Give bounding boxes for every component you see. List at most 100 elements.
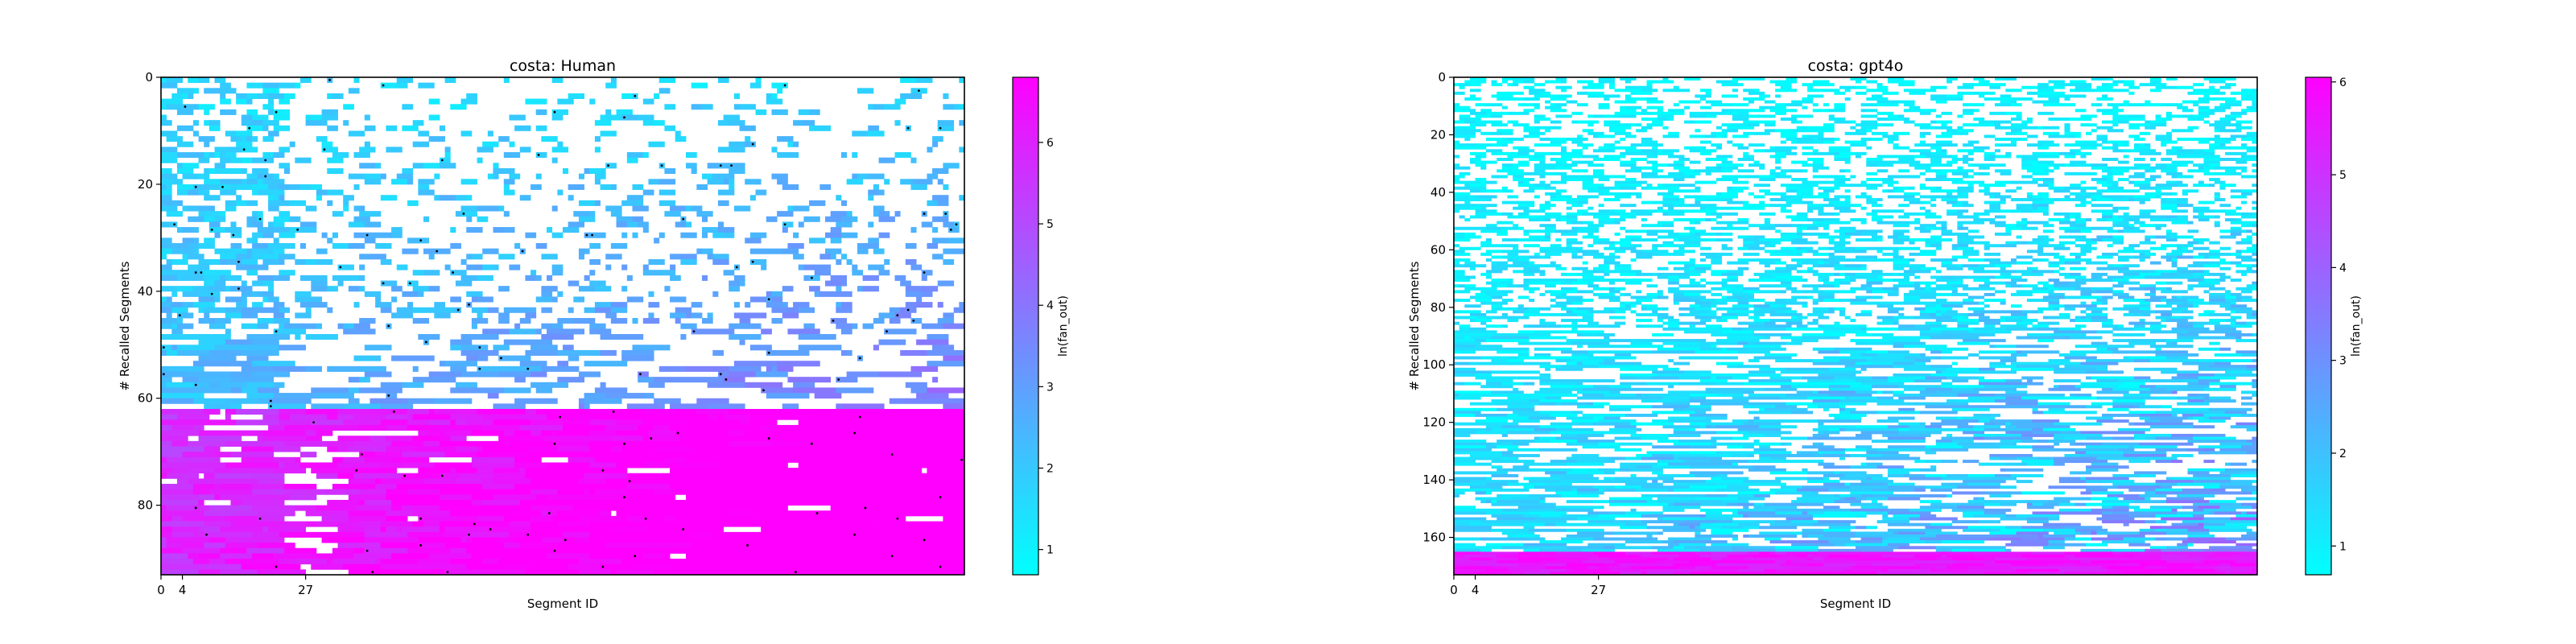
heatmap-cell <box>932 254 943 260</box>
heatmap-cell <box>176 286 194 292</box>
heatmap-cell <box>1903 270 1921 274</box>
heatmap-cell <box>1914 218 1921 222</box>
heatmap-cell <box>1652 146 1658 150</box>
heatmap-cell <box>471 553 505 559</box>
heatmap-cell <box>642 318 660 324</box>
heatmap-cell <box>1989 195 1996 199</box>
heatmap-cell <box>1903 192 1921 196</box>
heatmap-cell <box>1984 270 2001 274</box>
heatmap-cell <box>407 280 419 287</box>
heatmap-cells <box>161 77 965 576</box>
heatmap-cell <box>2074 215 2081 219</box>
heatmap-cell <box>2096 209 2113 213</box>
heatmap-cell <box>2054 151 2060 155</box>
heatmap-cell <box>1737 272 1744 276</box>
marker-dot <box>269 405 272 408</box>
heatmap-cell <box>793 382 815 388</box>
heatmap-cell <box>359 505 392 511</box>
heatmap-cell <box>161 559 194 565</box>
heatmap-cell <box>241 446 275 452</box>
heatmap-cell <box>2042 206 2049 210</box>
heatmap-cell <box>691 205 703 212</box>
heatmap-cell <box>927 173 939 180</box>
heatmap-cell <box>2070 212 2081 216</box>
heatmap-cell <box>332 489 360 495</box>
heatmap-cell <box>862 559 901 565</box>
heatmap-cell <box>2107 83 2119 87</box>
heatmap-cell <box>1737 146 1749 150</box>
heatmap-cell <box>252 232 263 238</box>
heatmap-cell <box>305 120 322 126</box>
heatmap-cell <box>161 167 172 175</box>
heatmap-cell <box>182 275 194 281</box>
heatmap-cell <box>428 254 435 260</box>
heatmap-cell <box>701 232 708 238</box>
heatmap-cell <box>273 456 295 463</box>
heatmap-cell <box>584 398 606 404</box>
heatmap-cell <box>1469 184 1481 188</box>
heatmap-cell <box>161 307 172 313</box>
heatmap-cell <box>670 275 681 281</box>
marker-dot <box>815 512 819 514</box>
heatmap-cell <box>214 216 226 222</box>
heatmap-cell <box>1459 246 1476 250</box>
heatmap-cell <box>407 409 430 415</box>
heatmap-cell <box>1882 160 1899 164</box>
heatmap-cell <box>2161 140 2178 144</box>
heatmap-cell <box>1882 91 1899 95</box>
heatmap-cell <box>2118 221 2129 225</box>
heatmap-cell <box>2133 171 2145 175</box>
heatmap-cell <box>236 98 247 105</box>
heatmap-cell <box>273 237 279 244</box>
colorbar-tick-label: 3 <box>1046 381 1054 394</box>
heatmap-cell <box>1957 186 1974 190</box>
heatmap-cell <box>482 328 510 335</box>
heatmap-cell <box>691 312 703 319</box>
heatmap-cell <box>686 543 692 549</box>
heatmap-cell <box>2214 146 2231 150</box>
heatmap-cell <box>161 205 178 212</box>
heatmap-cell <box>2080 180 2087 184</box>
heatmap-cell <box>252 114 269 121</box>
heatmap-cell <box>664 456 687 463</box>
heatmap-cell <box>1785 232 1798 236</box>
heatmap-cell <box>836 286 842 292</box>
heatmap-cell <box>782 547 810 554</box>
heatmap-cell <box>2086 261 2103 265</box>
heatmap-cell <box>1689 229 1701 233</box>
heatmap-cell <box>2016 241 2022 245</box>
heatmap-cell <box>236 302 247 308</box>
heatmap-cell <box>836 515 869 522</box>
heatmap-cell <box>943 104 955 110</box>
heatmap-cell <box>1812 175 1824 179</box>
heatmap-cell <box>1695 195 1701 199</box>
heatmap-cell <box>2252 94 2258 98</box>
heatmap-cell <box>477 205 489 212</box>
heatmap-cell <box>755 531 778 538</box>
heatmap-cell <box>1914 266 1921 270</box>
heatmap-cell <box>1689 218 1701 222</box>
heatmap-cell <box>862 505 879 511</box>
heatmap-cell <box>176 109 194 115</box>
heatmap-cell <box>2102 226 2113 230</box>
x-tick-label: 27 <box>298 583 313 597</box>
heatmap-cell <box>423 163 440 169</box>
heatmap-cell <box>578 515 622 522</box>
heatmap-cell <box>1636 255 1653 259</box>
heatmap-cell <box>921 323 939 329</box>
heatmap-cell <box>621 286 628 292</box>
heatmap-cell <box>701 173 713 180</box>
heatmap-cell <box>1689 114 1707 118</box>
marker-dot <box>489 528 492 530</box>
heatmap-cell <box>1866 178 1883 181</box>
heatmap-cell <box>1909 258 1915 262</box>
heatmap-cell <box>353 77 360 84</box>
heatmap-cell <box>2102 204 2113 208</box>
heatmap-cell <box>1711 258 1723 262</box>
heatmap-cell <box>648 430 654 436</box>
heatmap-cell <box>2026 206 2033 210</box>
heatmap-cell <box>910 569 955 576</box>
heatmap-cell <box>1561 232 1578 236</box>
heatmap-cell <box>717 505 745 511</box>
heatmap-cell <box>268 243 279 250</box>
